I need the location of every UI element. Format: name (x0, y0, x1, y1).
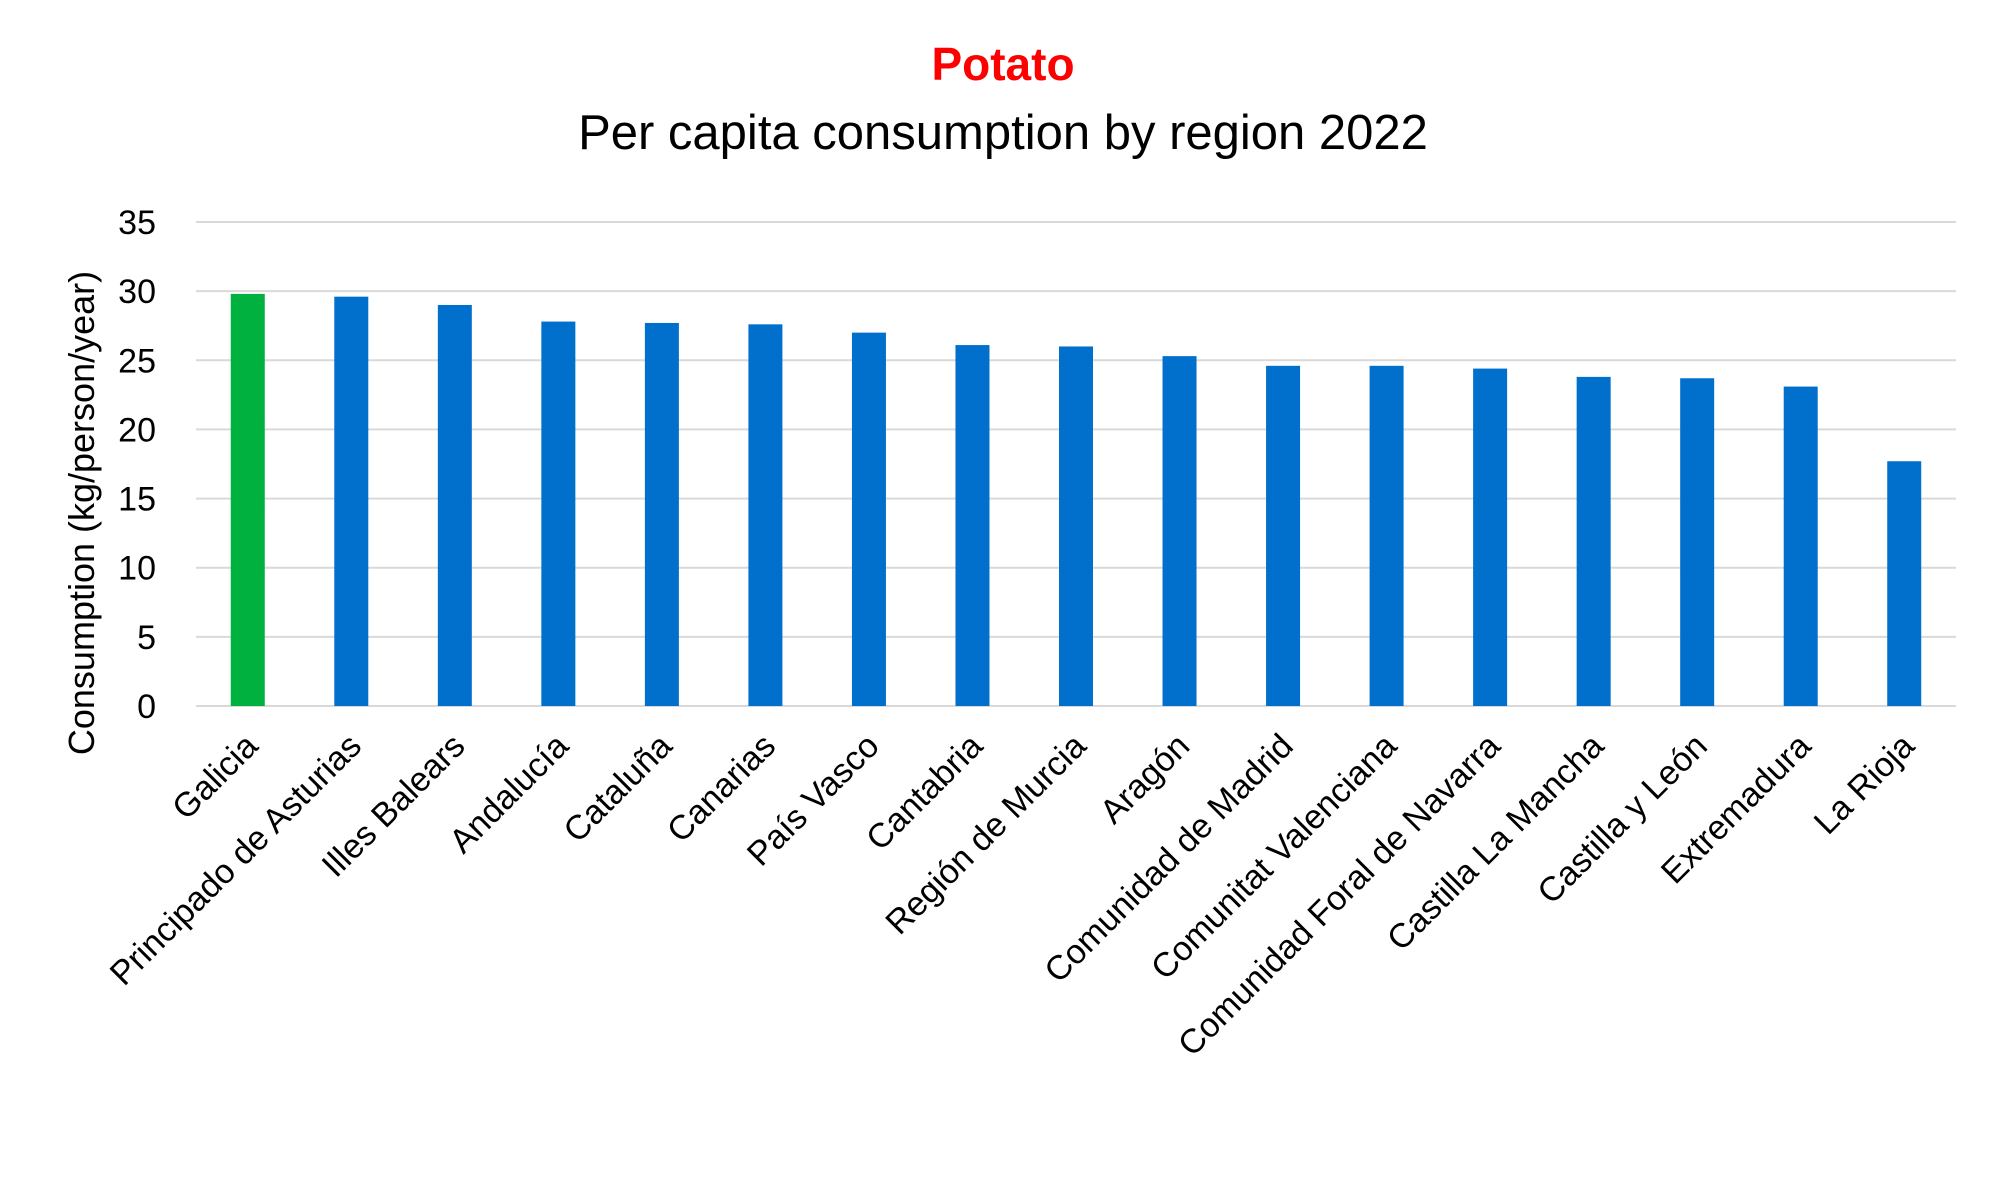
bar (1369, 365, 1404, 706)
y-tick-label: 30 (118, 273, 156, 311)
bar (1680, 378, 1715, 706)
bar (1783, 386, 1818, 706)
bar (541, 321, 576, 706)
y-tick-label: 25 (118, 342, 156, 380)
y-tick-label: 5 (137, 619, 156, 657)
x-tick-label: Aragón (1093, 727, 1197, 831)
chart-subtitle: Per capita consumption by region 2022 (578, 106, 1428, 160)
y-axis-ticks: 0 5 10 15 20 25 30 35 (118, 204, 156, 726)
y-tick-label: 10 (118, 550, 156, 588)
bar (1576, 376, 1611, 706)
x-tick-label: La Rioja (1807, 727, 1922, 842)
bar (851, 332, 886, 706)
y-tick-label: 20 (118, 411, 156, 449)
y-axis-label: Consumption (kg/person/year) (61, 271, 102, 755)
bar (1473, 368, 1508, 706)
y-tick-label: 35 (118, 204, 156, 242)
x-tick-label: Región de Murcia (878, 727, 1093, 942)
bar (1162, 356, 1197, 706)
bar (1266, 365, 1301, 706)
y-tick-label: 0 (137, 688, 156, 726)
bar (1887, 461, 1922, 706)
chart-title: Potato (931, 38, 1074, 90)
x-tick-label: Cataluña (556, 727, 679, 850)
x-tick-label: Galicia (165, 727, 265, 827)
y-tick-label: 15 (118, 481, 156, 519)
bar (1059, 346, 1093, 706)
bar (644, 322, 679, 706)
bars (230, 293, 1922, 706)
bar (334, 296, 369, 706)
bar (955, 345, 990, 706)
bar (230, 293, 265, 706)
bar (748, 324, 783, 706)
bar (437, 304, 472, 706)
